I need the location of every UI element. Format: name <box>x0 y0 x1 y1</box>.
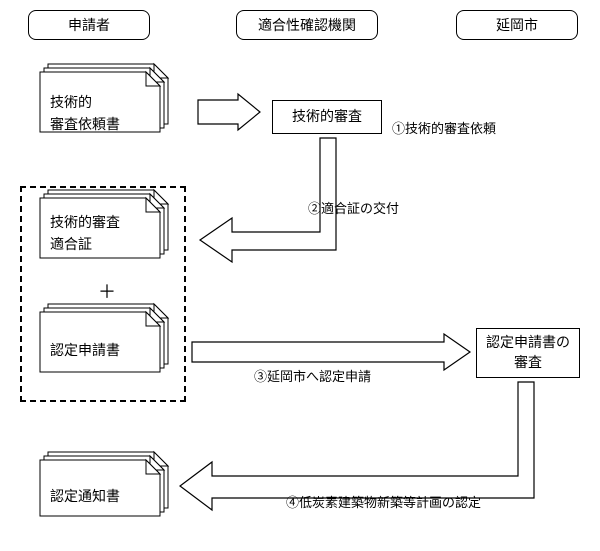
plus-text: ＋ <box>98 282 116 302</box>
header-authority-label: 適合性確認機関 <box>258 17 356 33</box>
header-applicant: 申請者 <box>28 10 150 40</box>
arrow-a3_long_right <box>192 334 470 370</box>
label-step4: ④低炭素建築物新築等計画の認定 <box>286 492 481 511</box>
header-city-label: 延岡市 <box>496 17 538 33</box>
box-app-review-text: 認定申請書の 審査 <box>486 333 570 372</box>
doc-notice-line1: 認定通知書 <box>50 486 120 506</box>
header-applicant-label: 申請者 <box>68 17 110 33</box>
arrow-a1_right <box>198 94 260 130</box>
header-city: 延岡市 <box>456 10 578 40</box>
box-app-review: 認定申請書の 審査 <box>476 328 580 378</box>
doc-request-line1: 技術的 <box>50 92 92 112</box>
doc-stack-notice <box>40 452 168 516</box>
header-authority: 適合性確認機関 <box>236 10 378 40</box>
box-tech-review-text: 技術的審査 <box>292 107 362 127</box>
label-step3: ③延岡市へ認定申請 <box>254 366 371 385</box>
box-tech-review: 技術的審査 <box>272 100 382 134</box>
doc-request-line2: 審査依頼書 <box>50 114 120 134</box>
label-step1: ①技術的審査依頼 <box>392 118 496 137</box>
plus-icon: ＋ <box>98 278 116 304</box>
doc-app-line1: 認定申請書 <box>50 340 120 360</box>
label-step2: ②適合証の交付 <box>308 198 399 217</box>
doc-cert-line2: 適合証 <box>50 234 92 254</box>
arrow-a4_down_left <box>180 382 534 510</box>
doc-cert-line1: 技術的審査 <box>50 212 120 232</box>
